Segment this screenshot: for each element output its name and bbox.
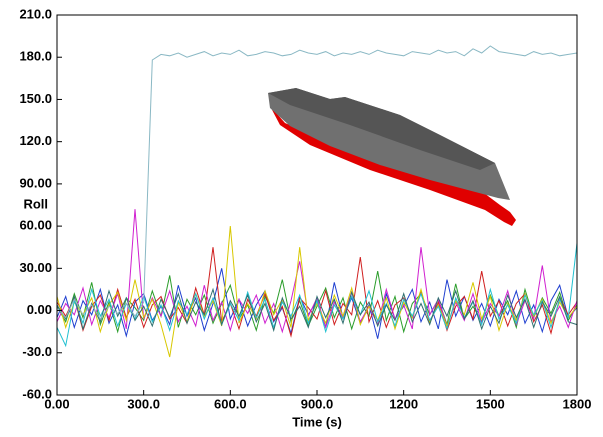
series-line [56,247,578,338]
x-tick-label: 900.0 [301,396,334,411]
x-tick-label: 1200 [389,396,418,411]
y-axis-label: Roll [23,196,48,211]
x-tick-label: 1800 [563,396,592,411]
series-line [56,45,578,320]
ship-top [268,88,495,170]
y-tick-label: 150.0 [19,91,52,106]
series-line [56,287,578,333]
y-tick-label: 120.0 [19,133,52,148]
ship-illustration [268,88,516,226]
y-tick-label: 210.0 [19,6,52,21]
y-tick-label: 180.0 [19,49,52,64]
x-tick-label: 1500 [476,396,505,411]
y-tick-label: 0.00 [27,302,52,317]
y-tick-label: 90.00 [19,175,52,190]
x-axis-label: Time (s) [292,414,342,429]
series-line [56,226,578,358]
x-tick-label: 600.0 [214,396,247,411]
x-tick-label: 0.00 [44,396,69,411]
y-tick-label: 60.00 [19,218,52,233]
y-tick-label: -60.0 [22,386,52,401]
x-tick-label: 300.0 [127,396,160,411]
plot-area [56,45,578,358]
y-tick-label: 30.00 [19,260,52,275]
y-tick-label: -30.0 [22,344,52,359]
